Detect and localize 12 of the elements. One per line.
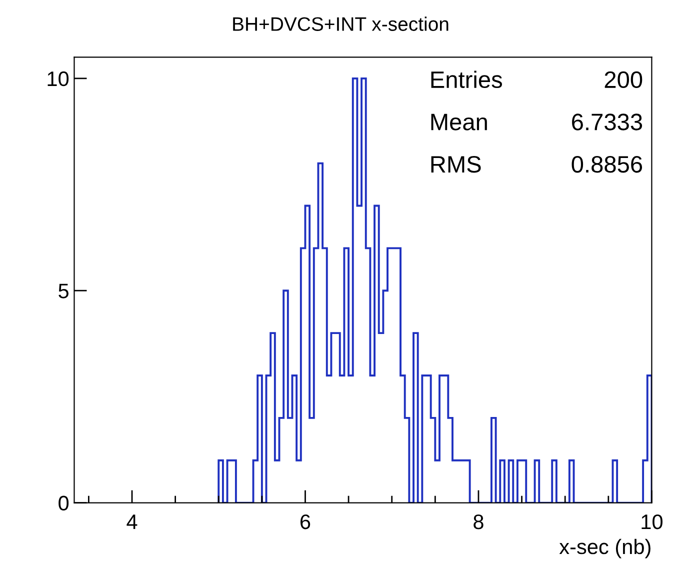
y-tick-label: 5: [58, 284, 68, 298]
chart-title: BH+DVCS+INT x-section: [233, 16, 448, 31]
x-tick-label: 8: [474, 514, 484, 530]
text: Entries 200: [431, 70, 642, 88]
y-tick-label: 10: [48, 71, 69, 86]
x-tick-label: 10: [642, 514, 662, 530]
text: RMS 0.8856: [431, 156, 642, 173]
y-tick-label: 0: [58, 496, 69, 511]
x-tick-label: 6: [300, 514, 310, 530]
x-axis-title: x-sec (nb): [559, 538, 650, 558]
x-tick-label: 4: [126, 514, 138, 529]
text: Mean 6.7333: [431, 114, 642, 130]
